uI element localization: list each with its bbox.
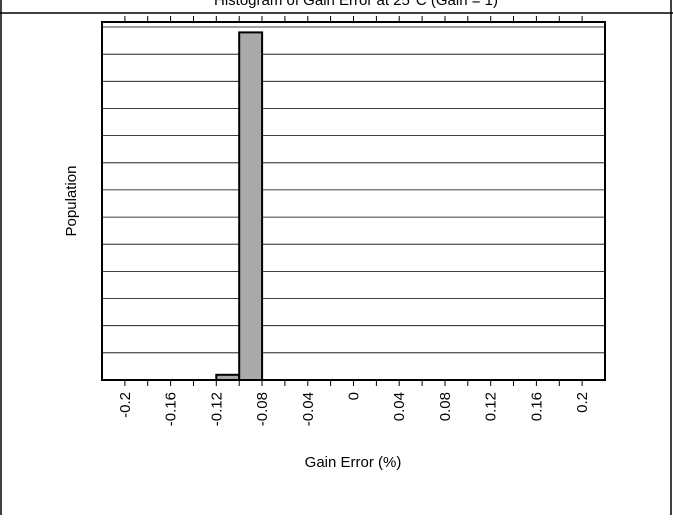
x-tick-label: -0.2 [117, 392, 134, 418]
x-tick-label: -0.08 [254, 392, 271, 426]
x-tick-label: 0.04 [391, 392, 408, 421]
x-tick-label: -0.04 [300, 392, 317, 426]
x-tick-label: 0.12 [483, 392, 500, 421]
histogram-bar [238, 31, 264, 382]
x-tick-label: -0.16 [163, 392, 180, 426]
x-tick-label: 0.08 [437, 392, 454, 421]
x-tick-label: 0.16 [528, 392, 545, 421]
x-tick-labels: -0.2 -0.16 -0.12 -0.08 -0.04 0 0.04 0.08 0.12 0.1… [117, 392, 591, 426]
x-tick-label: 0.2 [574, 392, 591, 413]
x-axis-label: Gain Error (%) [305, 454, 402, 471]
chart-title: Histogram of Gain Error at 25°C (Gain = … [214, 0, 498, 9]
x-tick-label: -0.12 [208, 392, 225, 426]
x-tick-label: 0 [346, 392, 363, 400]
grid-lines [102, 26, 605, 354]
x-ticks [124, 16, 583, 386]
plot-area [102, 22, 605, 380]
y-axis-label: Population [63, 166, 80, 237]
